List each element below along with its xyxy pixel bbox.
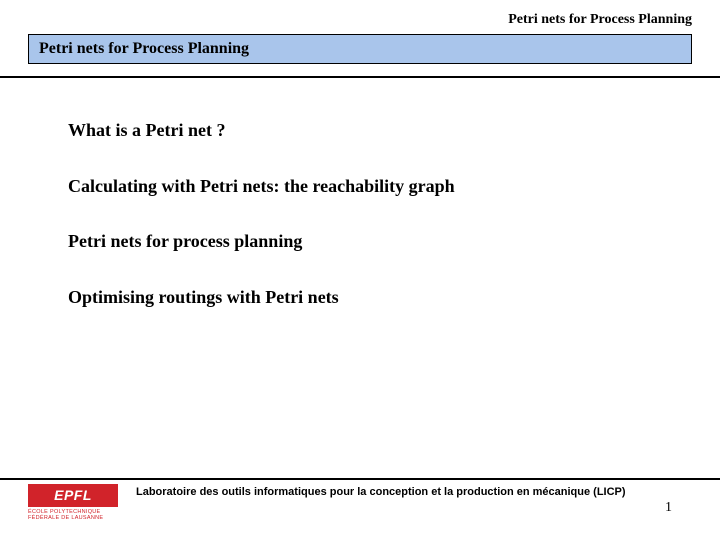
page-number: 1 [665,500,672,516]
top-rule [0,76,720,78]
running-header: Petri nets for Process Planning [508,12,692,28]
content-area: What is a Petri net ? Calculating with P… [68,120,680,342]
epfl-logo-mark: EPFL [28,484,118,507]
epfl-logo-subtext: ÉCOLE POLYTECHNIQUE FÉDÉRALE DE LAUSANNE [28,509,118,522]
slide-title-bar: Petri nets for Process Planning [28,34,692,64]
bullet-item: Petri nets for process planning [68,231,680,253]
bottom-rule [0,478,720,480]
slide-title-text: Petri nets for Process Planning [39,40,249,58]
footer-lab-text: Laboratoire des outils informatiques pou… [136,484,626,498]
bullet-item: What is a Petri net ? [68,120,680,142]
bullet-item: Calculating with Petri nets: the reachab… [68,176,680,198]
footer: EPFL ÉCOLE POLYTECHNIQUE FÉDÉRALE DE LAU… [28,484,692,524]
bullet-item: Optimising routings with Petri nets [68,287,680,309]
epfl-logo: EPFL ÉCOLE POLYTECHNIQUE FÉDÉRALE DE LAU… [28,484,118,522]
logo-subtext-line: FÉDÉRALE DE LAUSANNE [28,515,118,522]
